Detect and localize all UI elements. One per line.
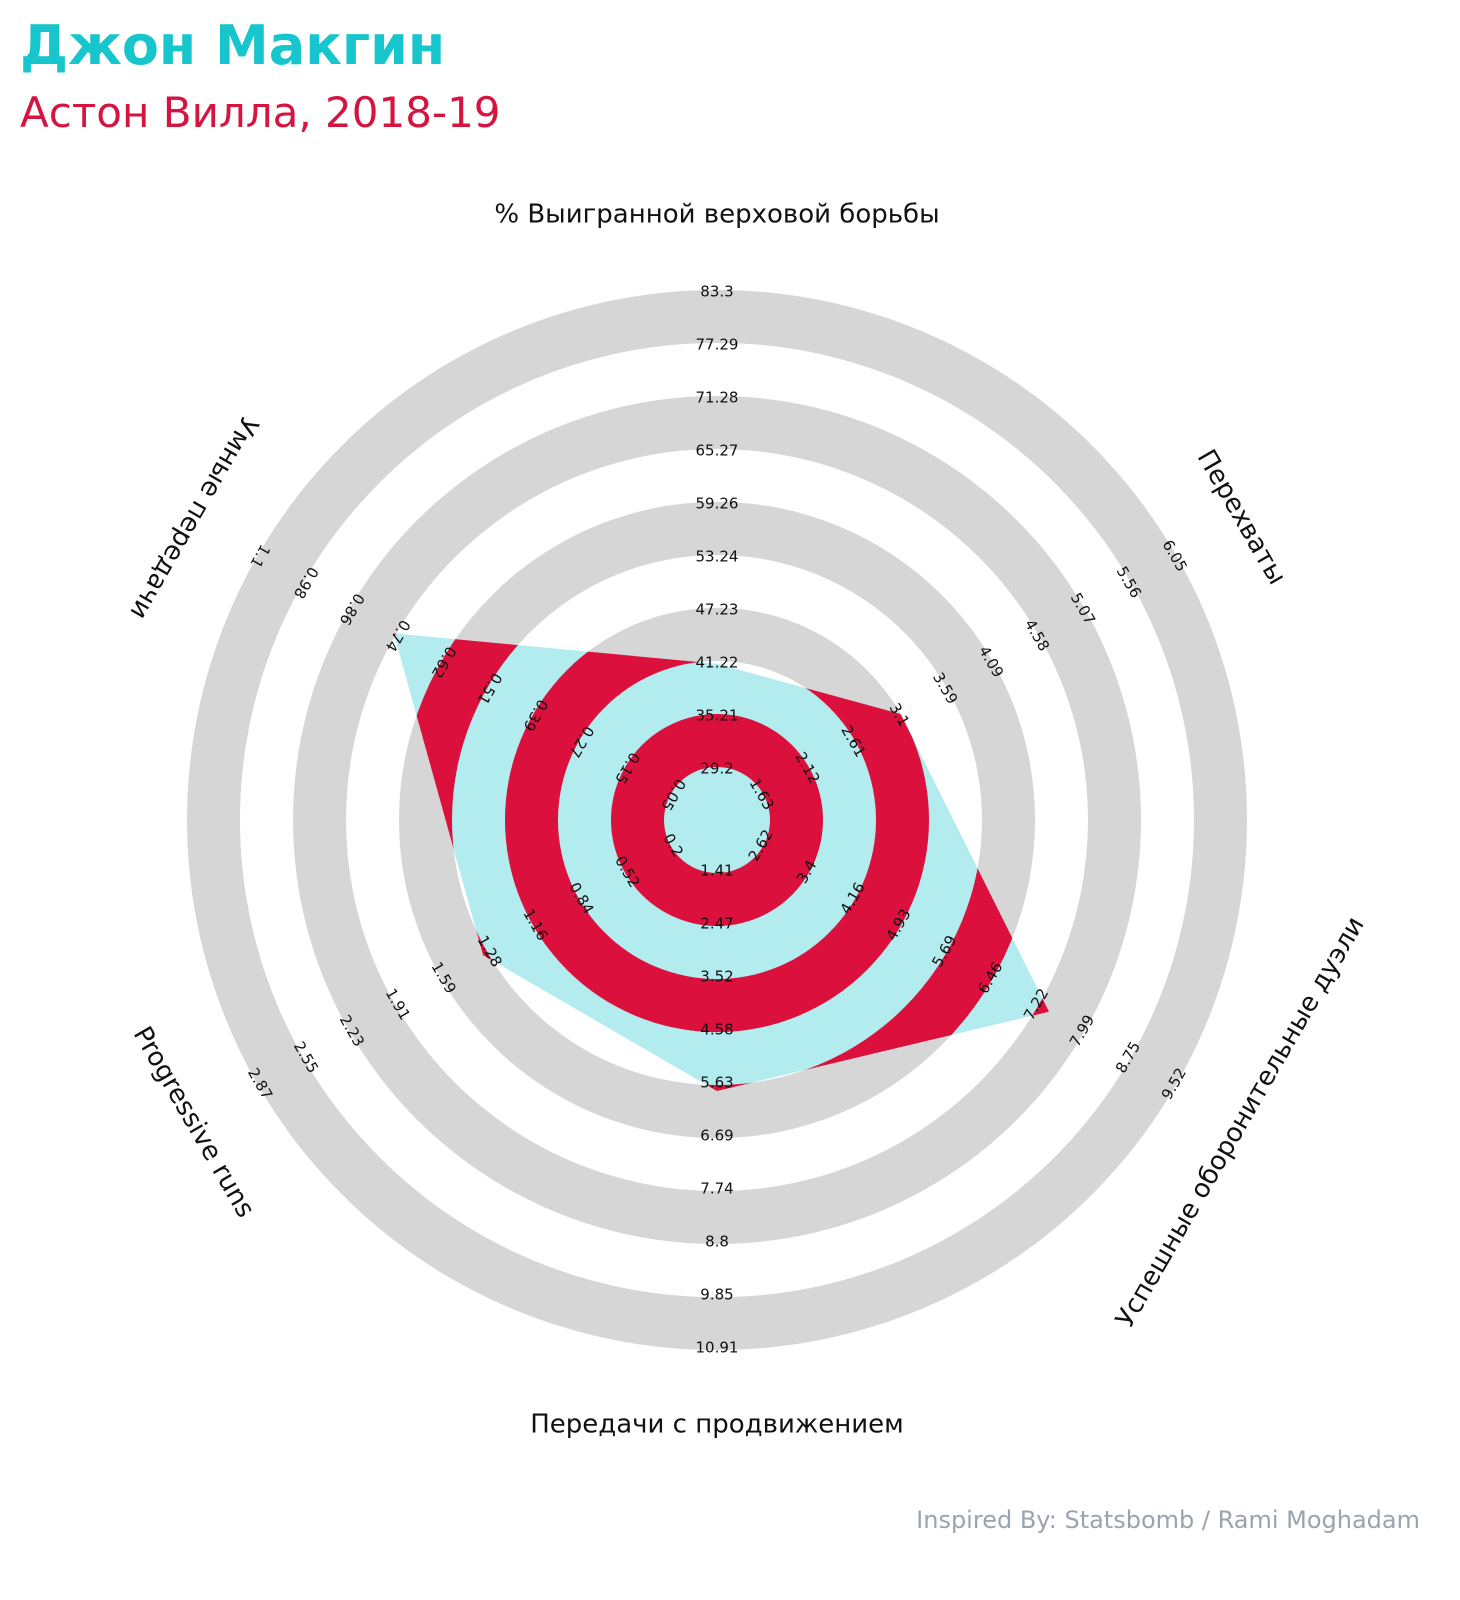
tick-label: 59.26 xyxy=(696,495,739,513)
tick-label: 1.41 xyxy=(700,862,733,880)
axis-label: Progressive runs xyxy=(127,1022,260,1223)
tick-label: 8.8 xyxy=(705,1233,729,1251)
tick-label: 53.24 xyxy=(696,548,739,566)
tick-label: 4.58 xyxy=(700,1021,733,1039)
player-ring-band xyxy=(611,714,823,926)
tick-label: 71.28 xyxy=(696,389,739,407)
tick-label: 83.3 xyxy=(700,283,733,301)
tick-label: 47.23 xyxy=(696,601,739,619)
axis-label: Перехваты xyxy=(1191,445,1292,590)
axis-label: Передачи с продвижением xyxy=(530,1410,904,1440)
team-season-subtitle: Астон Вилла, 2018-19 xyxy=(20,88,501,137)
tick-label: 29.2 xyxy=(700,760,733,778)
tick-label: 2.47 xyxy=(700,915,733,933)
player-title: Джон Макгин xyxy=(20,14,446,77)
tick-label: 5.63 xyxy=(700,1074,733,1092)
tick-label: 35.21 xyxy=(696,707,739,725)
credit-text: Inspired By: Statsbomb / Rami Moghadam xyxy=(916,1506,1420,1534)
tick-label: 6.69 xyxy=(700,1127,733,1145)
tick-label: 77.29 xyxy=(696,336,739,354)
tick-label: 10.91 xyxy=(696,1339,739,1357)
tick-label: 9.85 xyxy=(700,1286,733,1304)
tick-label: 41.22 xyxy=(696,654,739,672)
tick-label: 3.52 xyxy=(700,968,733,986)
axis-label: % Выигранной верховой борьбы xyxy=(494,200,939,230)
tick-label: 65.27 xyxy=(696,442,739,460)
tick-label: 7.74 xyxy=(700,1180,733,1198)
